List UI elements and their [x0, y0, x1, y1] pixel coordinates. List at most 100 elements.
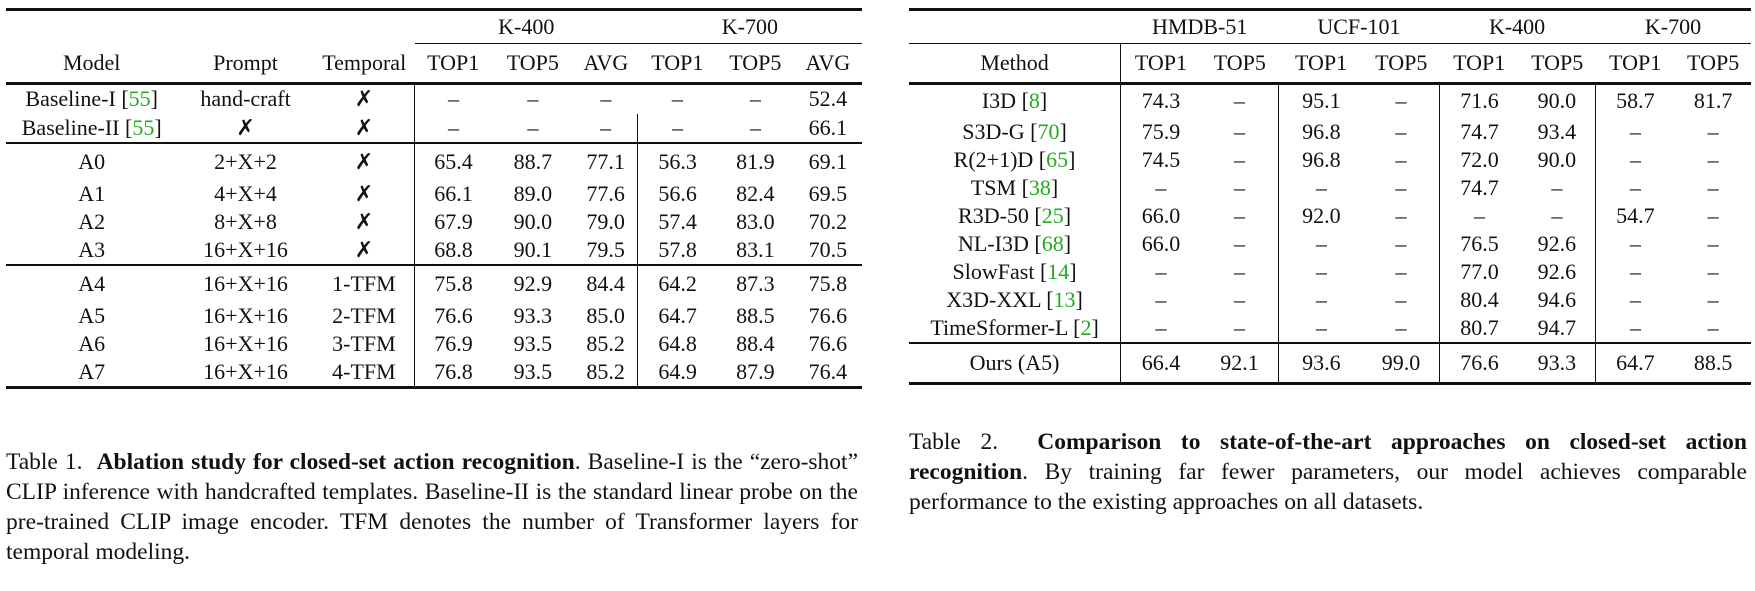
- table-cell: 76.6: [808, 302, 848, 328]
- citation-link[interactable]: 70: [1037, 118, 1060, 144]
- table-cell: ✗: [354, 86, 374, 112]
- col-header: AVG: [583, 50, 629, 75]
- table-cell: 76.5: [1438, 229, 1520, 258]
- table-cell: 69.5: [808, 180, 848, 206]
- caption-text: . By training far fewer parameters, our …: [909, 459, 1747, 515]
- table-cell: –: [749, 114, 761, 140]
- table-cell: –: [1395, 174, 1407, 200]
- table-cell: –: [1438, 201, 1520, 230]
- model-name: A7: [6, 358, 177, 388]
- method-label: NL-I3D: [958, 230, 1029, 256]
- col-header: TOP1: [1609, 50, 1662, 75]
- table-cell: 66.1: [808, 114, 848, 140]
- table-cell: 76.6: [1438, 341, 1520, 384]
- group-header-k700: K-700: [637, 9, 862, 44]
- table-cell: –: [1234, 202, 1246, 228]
- citation-link[interactable]: 38: [1028, 174, 1051, 200]
- citation-link[interactable]: 55: [132, 114, 155, 140]
- table-cell: 90.0: [1537, 146, 1577, 172]
- table-cell: –: [600, 86, 612, 112]
- table-cell: –: [1594, 313, 1676, 343]
- table-cell: 88.7: [491, 141, 575, 180]
- table-cell: 93.6: [1278, 341, 1364, 384]
- table-row: A5 16+X+16 2-TFM 76.6 93.3 85.0 64.7 88.5 76.6: [6, 301, 862, 330]
- table-cell: –: [1594, 285, 1676, 314]
- table-cell: 72.0: [1438, 145, 1520, 174]
- model-name: Baseline-II [55]: [21, 114, 162, 140]
- citation-link[interactable]: 65: [1046, 146, 1069, 172]
- citation-link[interactable]: 8: [1028, 88, 1040, 114]
- table-cell: 64.8: [637, 329, 717, 358]
- table-cell: 74.5: [1120, 145, 1201, 174]
- citation-link[interactable]: 2: [1080, 314, 1092, 340]
- table-cell: 93.4: [1537, 118, 1577, 144]
- table-row: Baseline-II [55] ✗ ✗ – – – – –66.1: [6, 113, 862, 143]
- table-cell: 93.3: [1519, 341, 1596, 384]
- table-cell: 4+X+4: [214, 180, 277, 206]
- table-cell: –: [1234, 314, 1246, 340]
- table-cell: 56.6: [637, 179, 717, 208]
- table-cell: 57.4: [637, 207, 717, 236]
- model-label: A3: [78, 236, 106, 262]
- model-label: A5: [78, 302, 106, 328]
- group-header-k700: K-700: [1644, 14, 1702, 39]
- method-label: TimeSformer-L: [930, 314, 1068, 340]
- table-cell: 88.5: [1675, 341, 1751, 384]
- table-cell: 77.1: [574, 141, 638, 180]
- group-header-k400: K-400: [414, 9, 638, 44]
- method-name: R(2+1)D [65]: [953, 146, 1076, 172]
- table-cell: 1-TFM: [313, 263, 415, 302]
- col-header: TOP5: [506, 50, 559, 75]
- table-cell: 16+X+16: [203, 236, 288, 262]
- table-row: R(2+1)D [65] 74.5–96.8–72.0 90.0– –: [909, 145, 1751, 174]
- table-cell: –: [1278, 285, 1364, 314]
- table-cell: hand-craft: [200, 86, 291, 112]
- table-cell: 64.7: [1594, 341, 1676, 384]
- table-cell: 87.9: [736, 358, 775, 384]
- method-name: S3D-G [70]: [962, 118, 1067, 144]
- comparison-table: HMDB-51 UCF-101 K-400 K-700 Method TOP1 …: [909, 8, 1751, 385]
- citation-link[interactable]: 68: [1041, 230, 1064, 256]
- citation-link[interactable]: 55: [128, 86, 151, 112]
- table-cell: –: [600, 114, 612, 140]
- table-cell: 76.8: [414, 357, 492, 387]
- table-row: A6 16+X+16 3-TFM 76.9 93.5 85.2 64.8 88.4 76.6: [6, 329, 862, 358]
- citation-link[interactable]: 14: [1047, 258, 1070, 284]
- table-cell: 69.1: [793, 141, 862, 180]
- table-cell: 93.3: [513, 302, 553, 328]
- table-2: HMDB-51 UCF-101 K-400 K-700 Method TOP1 …: [909, 8, 1751, 385]
- method-name: I3D [8]: [981, 88, 1048, 114]
- table-cell: 66.0: [1120, 201, 1201, 230]
- col-header: TOP5: [1213, 50, 1266, 75]
- table-cell: ✗: [236, 114, 255, 140]
- table-cell: –: [1278, 229, 1364, 258]
- table-cell: ✗: [354, 180, 374, 206]
- table-cell: –: [1395, 202, 1407, 228]
- model-name: A3: [6, 236, 177, 265]
- table-row: A3 16+X+16 ✗ 68.8 90.1 79.5 57.8 83.1 70.5: [6, 235, 862, 265]
- table-cell: 3-TFM: [332, 330, 396, 356]
- col-header: TOP5: [1531, 50, 1584, 75]
- model-name: Baseline-I [55]: [25, 86, 158, 112]
- table-cell: 71.6: [1438, 83, 1520, 118]
- table-cell: 80.4: [1438, 285, 1520, 314]
- table-cell: –: [1594, 257, 1676, 286]
- model-name: A0: [6, 141, 178, 180]
- table-cell: –: [1551, 174, 1563, 200]
- table-cell: 70.5: [808, 236, 848, 262]
- caption-label: Table 1.: [6, 449, 83, 475]
- table-cell: –: [1278, 173, 1364, 202]
- method-label: X3D-XXL: [946, 286, 1041, 312]
- citation-link[interactable]: 25: [1041, 202, 1064, 228]
- table-cell: 79.0: [586, 208, 625, 234]
- table-cell: 96.8: [1278, 117, 1364, 146]
- col-header: Prompt: [213, 49, 278, 75]
- table-cell: –: [1395, 118, 1407, 144]
- table-1-caption: Table 1. Ablation study for closed-set a…: [6, 447, 858, 567]
- table-cell: 79.5: [586, 236, 625, 262]
- table-cell: –: [1234, 174, 1246, 200]
- table-cell: –: [414, 83, 492, 114]
- table-row: X3D-XXL [13] – – – –80.4 94.6– –: [909, 285, 1751, 314]
- citation-link[interactable]: 13: [1053, 286, 1076, 312]
- method-label: R3D-50: [958, 202, 1029, 228]
